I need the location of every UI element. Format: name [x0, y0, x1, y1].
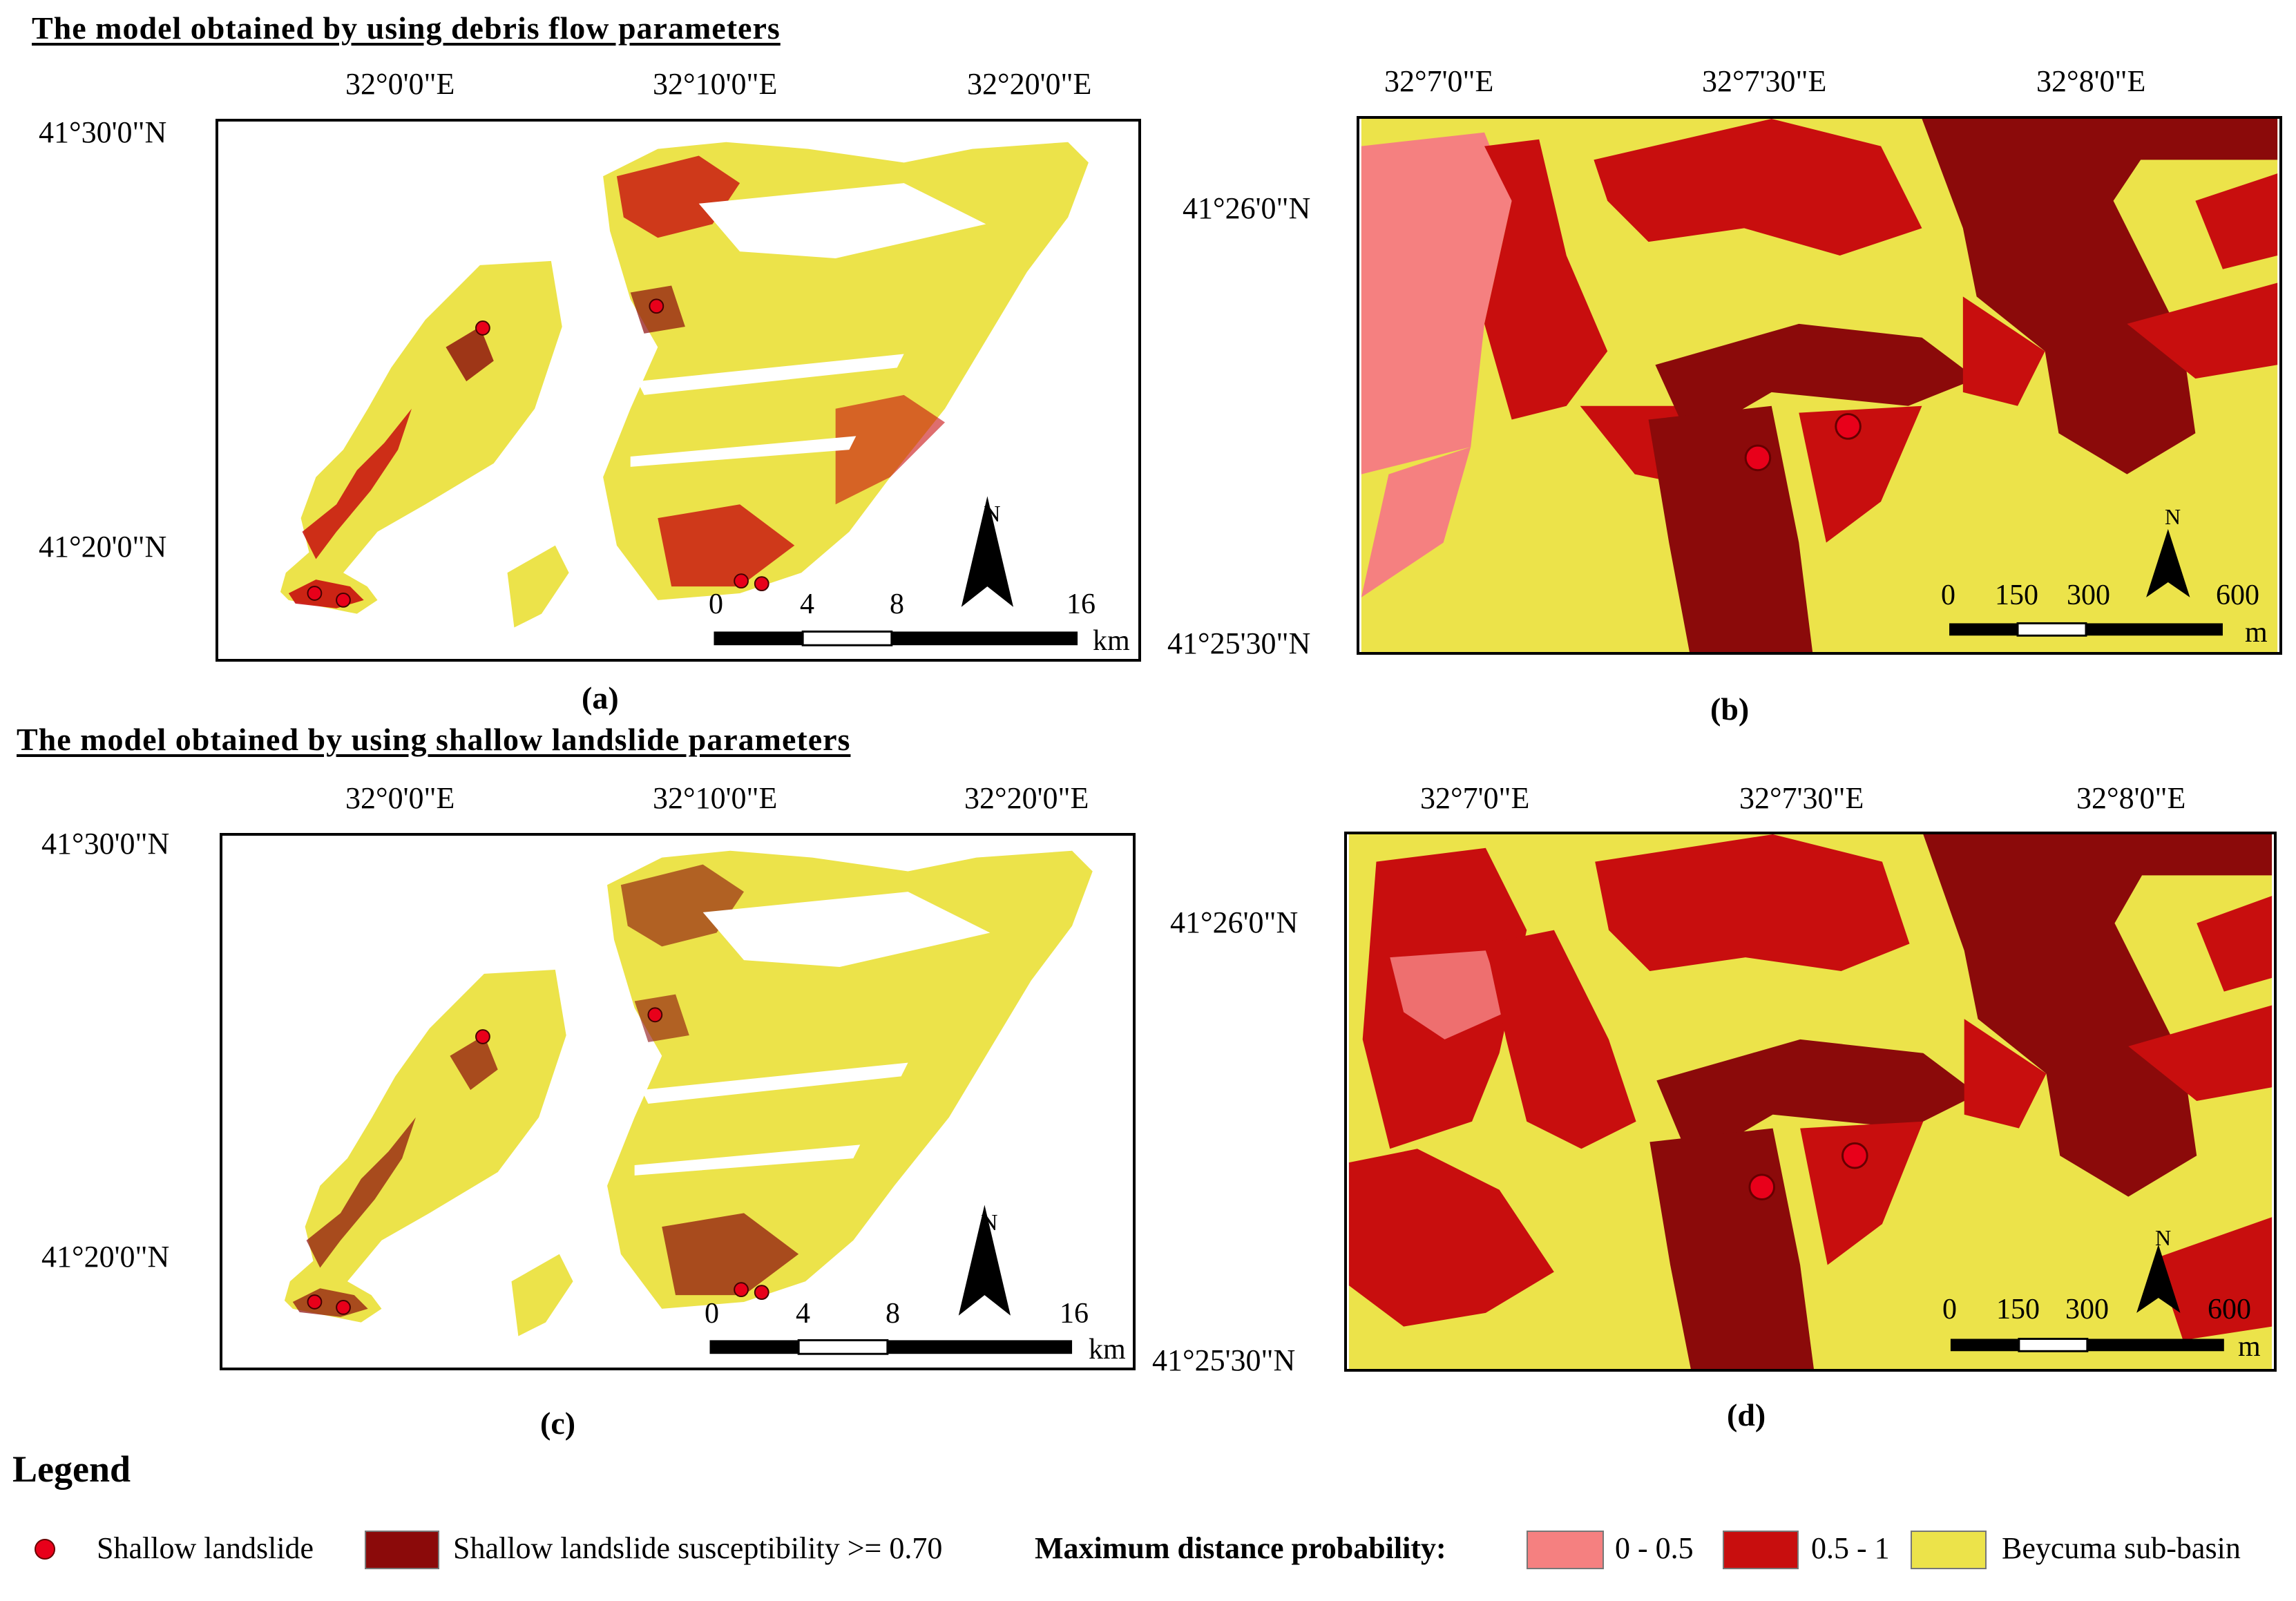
- scale-label-0: 0: [1942, 1294, 1957, 1325]
- map-b[interactable]: 0 150 300 600 m N: [1357, 116, 2282, 655]
- eastern-landmass-hotspots: [616, 155, 740, 238]
- scale-unit: km: [1089, 1334, 1126, 1365]
- scale-label-0: 0: [705, 1298, 719, 1330]
- legend-susceptibility: Shallow landslide susceptibility >= 0.70: [453, 1531, 943, 1565]
- legend-title: Legend: [12, 1448, 131, 1490]
- landslide-point: [734, 573, 749, 589]
- map-a[interactable]: 0 4 8 16 km N: [216, 119, 1141, 662]
- lat-tick-top: 41°26'0"N: [1170, 905, 1299, 939]
- lat-tick-top: 41°26'0"N: [1183, 191, 1311, 225]
- scale-label-2: 8: [886, 1298, 900, 1330]
- scale-label-1: 4: [796, 1298, 810, 1330]
- north-label: N: [2165, 504, 2181, 529]
- scale-label-1: 4: [800, 588, 814, 620]
- prob-high-swatch: [1723, 1531, 1799, 1569]
- scale-label-0: 0: [1941, 579, 1955, 611]
- landslide-point: [336, 1300, 351, 1315]
- susceptibility-swatch: [365, 1531, 439, 1569]
- landslide-point: [1748, 1173, 1776, 1201]
- panel-label-d: (d): [1727, 1397, 1766, 1432]
- lon-tick-2: 32°7'30"E: [1739, 781, 1864, 815]
- landslide-point: [1841, 1142, 1868, 1169]
- north-arrow-icon: [958, 1205, 1011, 1316]
- lon-tick-1: 32°7'0"E: [1420, 781, 1530, 815]
- western-landmass-hotspots: [302, 408, 412, 559]
- landslide-point: [307, 586, 323, 601]
- legend-range-low: 0 - 0.5: [1615, 1531, 1694, 1565]
- landslide-point: [647, 1007, 663, 1023]
- lon-tick-1: 32°0'0"E: [345, 67, 455, 101]
- lat-tick-bottom: 41°20'0"N: [41, 1240, 170, 1274]
- map-c[interactable]: 0 4 8 16 km N: [220, 833, 1136, 1370]
- north-label: N: [981, 1210, 998, 1236]
- scale-label-0: 0: [709, 588, 723, 620]
- north-label: N: [984, 501, 1001, 527]
- north-label: N: [2155, 1225, 2172, 1250]
- landslide-point: [1835, 413, 1862, 440]
- panel-label-a: (a): [582, 680, 619, 716]
- scale-label-1: 150: [1995, 579, 2038, 611]
- top-section-title: The model obtained by using debris flow …: [32, 10, 781, 46]
- bottom-section-title: The model obtained by using shallow land…: [17, 722, 851, 757]
- map-a-canvas: [280, 142, 1089, 646]
- landslide-point: [336, 592, 351, 608]
- lat-tick-bottom: 41°25'30"N: [1152, 1343, 1296, 1377]
- lon-tick-1: 32°0'0"E: [345, 781, 455, 815]
- lon-tick-2: 32°7'30"E: [1702, 64, 1827, 98]
- landslide-point: [754, 576, 769, 592]
- scale-unit: km: [1093, 625, 1130, 657]
- scale-label-2: 300: [2067, 579, 2110, 611]
- lat-tick-bottom: 41°20'0"N: [39, 530, 167, 564]
- lat-tick-top: 41°30'0"N: [41, 827, 170, 861]
- lon-tick-3: 32°8'0"E: [2076, 781, 2186, 815]
- lon-tick-2: 32°10'0"E: [653, 781, 778, 815]
- legend-basin: Beycuma sub-basin: [2002, 1531, 2241, 1565]
- scale-unit: m: [2238, 1331, 2261, 1363]
- scale-label-3: 16: [1060, 1298, 1089, 1330]
- landslide-point: [307, 1294, 323, 1310]
- map-c-canvas: [284, 850, 1093, 1355]
- basin-swatch: [1911, 1531, 1987, 1569]
- north-arrow-icon: [2146, 528, 2190, 597]
- lon-tick-3: 32°20'0"E: [967, 67, 1092, 101]
- lon-tick-2: 32°10'0"E: [653, 67, 778, 101]
- map-d-canvas: [1348, 834, 2273, 1369]
- landslide-point: [475, 1029, 490, 1044]
- scale-label-1: 150: [1996, 1294, 2040, 1325]
- panel-label-c: (c): [540, 1406, 576, 1441]
- scale-label-3: 16: [1066, 588, 1096, 620]
- north-arrow-icon: [2136, 1244, 2181, 1313]
- scale-label-3: 600: [2208, 1294, 2251, 1325]
- panel-label-b: (b): [1710, 691, 1750, 727]
- lon-tick-3: 32°8'0"E: [2036, 64, 2146, 98]
- legend-max-distance: Maximum distance probability:: [1035, 1531, 1446, 1565]
- lat-tick-top: 41°30'0"N: [39, 115, 167, 149]
- legend-shallow-landslide: Shallow landslide: [97, 1531, 314, 1565]
- landslide-point-swatch: [35, 1539, 55, 1560]
- map-d[interactable]: 0 150 300 600 m N: [1344, 832, 2277, 1372]
- scale-label-3: 600: [2216, 579, 2259, 611]
- legend-range-high: 0.5 - 1: [1811, 1531, 1890, 1565]
- landslide-point: [734, 1282, 749, 1298]
- lon-tick-3: 32°20'0"E: [964, 781, 1089, 815]
- scale-unit: m: [2245, 617, 2268, 649]
- landslide-point: [649, 298, 664, 314]
- north-arrow-icon: [961, 496, 1014, 607]
- scale-label-2: 8: [890, 588, 904, 620]
- landslide-point: [754, 1285, 769, 1301]
- western-landmass: [280, 260, 562, 614]
- western-landmass: [284, 969, 566, 1323]
- prob-low-swatch: [1527, 1531, 1604, 1569]
- lon-tick-1: 32°7'0"E: [1384, 64, 1494, 98]
- landslide-point: [475, 320, 490, 336]
- lat-tick-bottom: 41°25'30"N: [1167, 626, 1311, 660]
- scale-label-2: 300: [2065, 1294, 2109, 1325]
- map-b-canvas: [1361, 119, 2278, 652]
- landslide-point: [1744, 444, 1772, 472]
